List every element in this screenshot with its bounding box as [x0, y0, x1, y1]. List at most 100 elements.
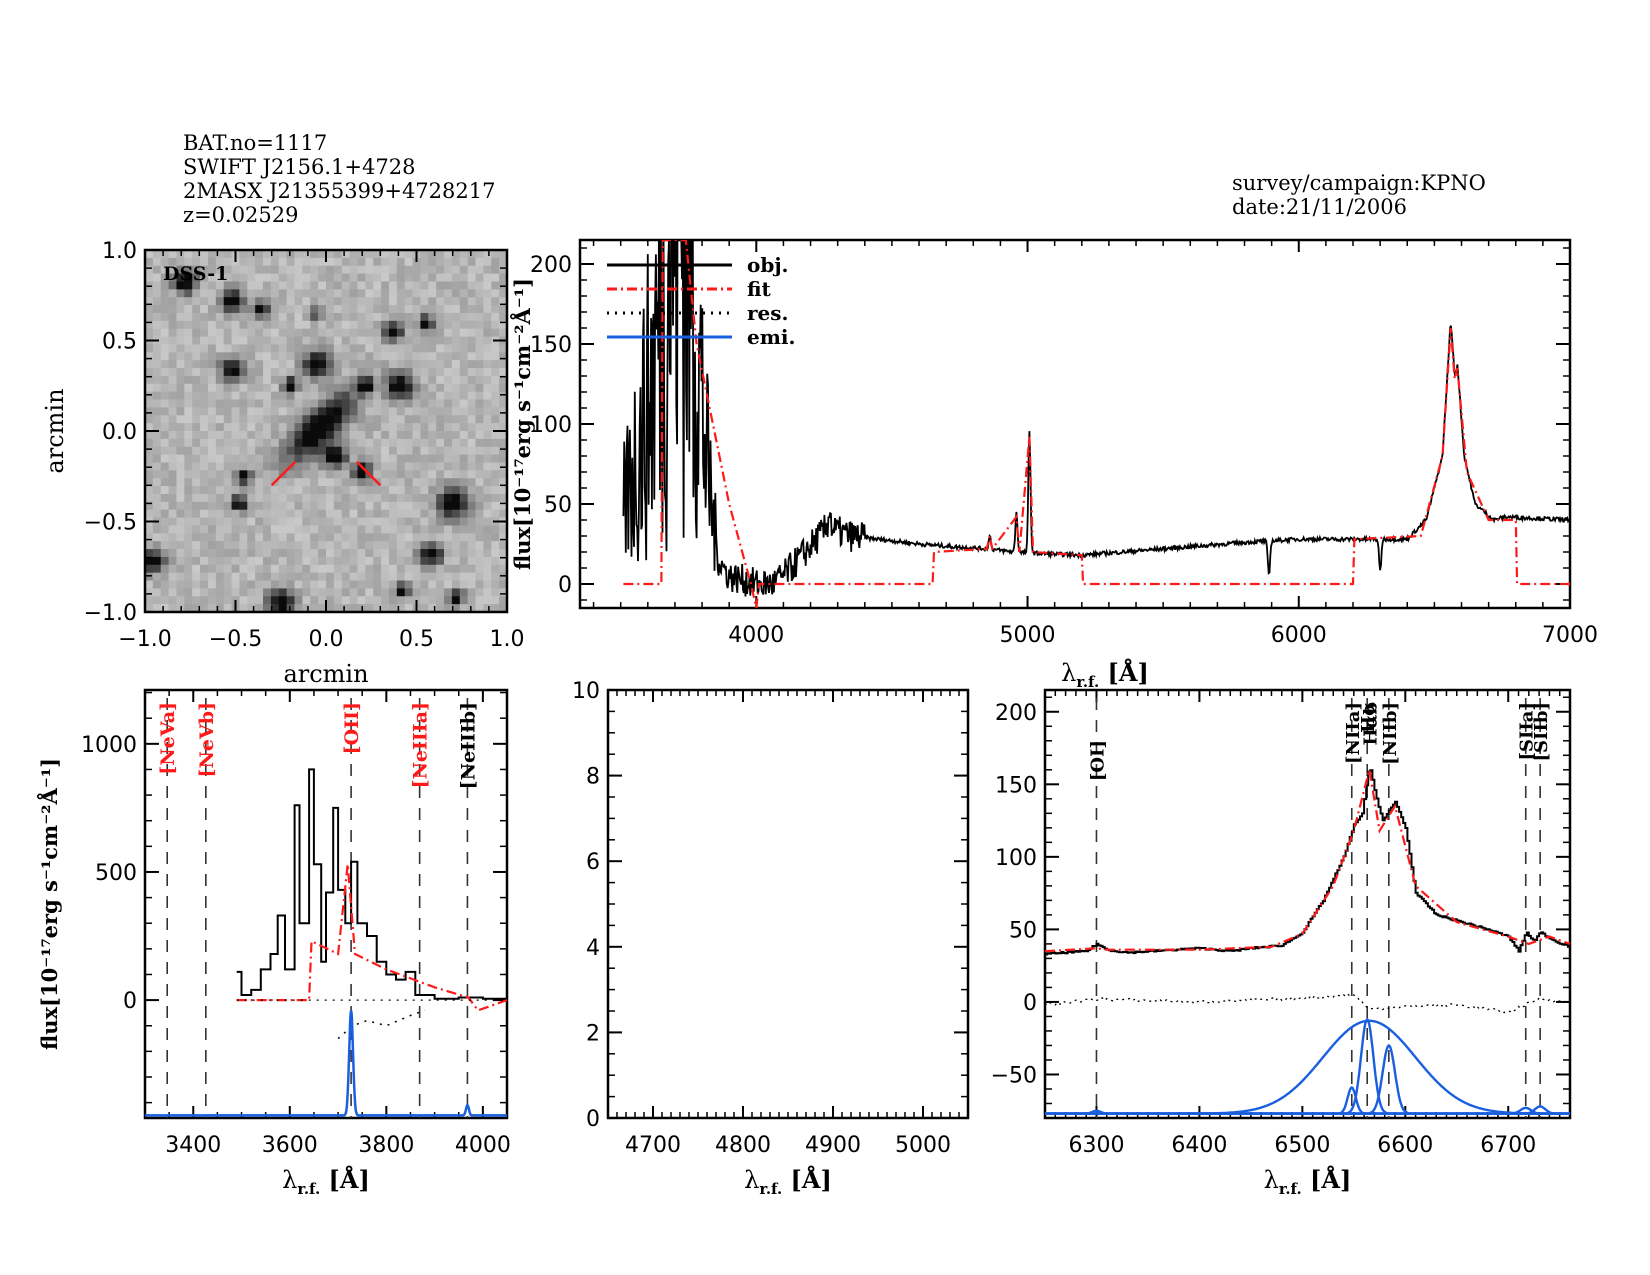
image-pixel: [451, 486, 461, 495]
image-pixel: [270, 517, 280, 527]
image-pixel: [223, 549, 233, 558]
image-pixel: [428, 564, 437, 574]
image-pixel: [263, 407, 272, 416]
image-pixel: [302, 289, 311, 298]
image-pixel: [341, 493, 351, 503]
image-pixel: [404, 257, 414, 267]
image-pixel: [247, 493, 256, 503]
image-pixel: [160, 257, 170, 267]
image-pixel: [294, 375, 303, 385]
image-pixel: [192, 470, 201, 479]
image-pixel: [333, 360, 343, 369]
image-pixel: [444, 588, 453, 597]
image-pixel: [231, 320, 241, 330]
image-pixel: [270, 399, 280, 408]
image-pixel: [168, 572, 178, 582]
image-pixel: [145, 596, 154, 605]
image-pixel: [247, 297, 256, 306]
image-pixel: [381, 423, 390, 432]
obj-spectrum-line: [1045, 769, 1570, 956]
image-pixel: [184, 383, 193, 393]
image-pixel: [192, 257, 201, 267]
image-pixel: [207, 360, 217, 369]
image-pixel: [412, 383, 422, 393]
image-pixel: [310, 399, 319, 408]
image-pixel: [168, 415, 178, 424]
image-pixel: [263, 493, 272, 503]
image-pixel: [333, 431, 343, 440]
image-pixel: [223, 352, 233, 361]
image-pixel: [247, 423, 256, 432]
source-info: BAT.no=1117 SWIFT J2156.1+4728 2MASX J21…: [183, 131, 495, 227]
image-pixel: [192, 525, 201, 534]
image-pixel: [168, 375, 178, 385]
image-pixel: [499, 470, 508, 479]
image-pixel: [239, 462, 248, 471]
image-pixel: [168, 604, 178, 613]
image-pixel: [294, 604, 303, 613]
image-pixel: [239, 556, 248, 566]
image-pixel: [428, 493, 437, 503]
image-pixel: [357, 596, 366, 605]
image-pixel: [168, 352, 178, 361]
line-marker-label: [SIIa]: [1517, 702, 1538, 761]
image-pixel: [318, 517, 327, 527]
image-pixel: [160, 415, 170, 424]
image-pixel: [483, 580, 492, 589]
image-pixel: [231, 305, 241, 314]
image-pixel: [255, 257, 264, 267]
image-pixel: [145, 478, 154, 487]
image-pixel: [184, 312, 193, 322]
image-pixel: [365, 517, 374, 527]
image-pixel: [176, 328, 185, 338]
image-pixel: [302, 344, 311, 353]
image-pixel: [467, 525, 477, 534]
image-pixel: [436, 336, 445, 346]
image-pixel: [459, 478, 469, 487]
image-pixel: [184, 265, 193, 275]
image-pixel: [200, 509, 209, 519]
y-tick-label: 1000: [81, 733, 137, 758]
image-pixel: [341, 572, 351, 582]
image-pixel: [451, 423, 461, 432]
image-pixel: [420, 320, 429, 330]
image-pixel: [239, 328, 248, 338]
image-pixel: [444, 596, 453, 605]
image-pixel: [396, 438, 406, 448]
y-tick-label: 0.5: [102, 330, 137, 355]
image-pixel: [381, 572, 390, 582]
image-pixel: [381, 368, 390, 377]
image-pixel: [349, 572, 359, 582]
image-pixel: [483, 273, 492, 283]
image-pixel: [404, 352, 414, 361]
image-pixel: [357, 541, 366, 550]
image-pixel: [436, 438, 445, 448]
image-pixel: [428, 250, 437, 259]
image-pixel: [349, 478, 359, 487]
image-pixel: [412, 312, 422, 322]
image-pixel: [341, 305, 351, 314]
image-pixel: [396, 596, 406, 605]
image-pixel: [247, 407, 256, 416]
image-pixel: [168, 493, 178, 503]
image-pixel: [247, 328, 256, 338]
image-pixel: [483, 572, 492, 582]
image-pixel: [396, 265, 406, 275]
image-pixel: [310, 423, 319, 432]
image-pixel: [467, 517, 477, 527]
image-pixel: [357, 454, 366, 464]
x-tick-label: 7000: [1542, 623, 1598, 648]
image-pixel: [318, 438, 327, 448]
image-pixel: [278, 580, 288, 589]
image-pixel: [467, 541, 477, 550]
image-pixel: [278, 360, 288, 369]
image-pixel: [207, 423, 217, 432]
image-pixel: [184, 352, 193, 361]
image-pixel: [286, 328, 296, 338]
image-pixel: [388, 391, 398, 401]
image-pixel: [420, 415, 429, 424]
image-pixel: [483, 391, 492, 401]
image-pixel: [357, 423, 366, 432]
image-pixel: [396, 572, 406, 582]
image-pixel: [145, 580, 154, 589]
